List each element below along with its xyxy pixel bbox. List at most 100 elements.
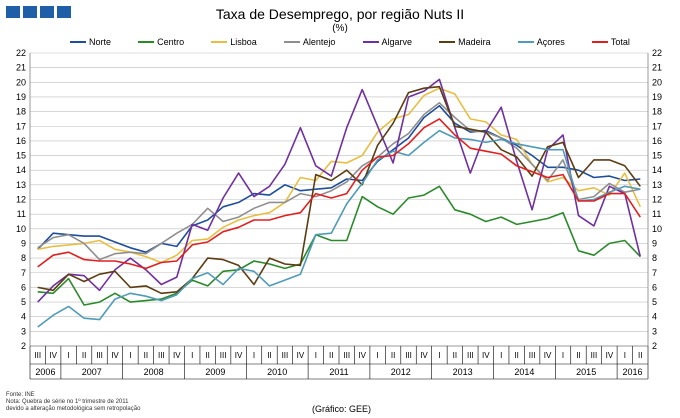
x-tick-label: II	[453, 351, 457, 360]
x-tick-label: II	[638, 351, 642, 360]
year-label: 2009	[205, 367, 225, 377]
legend-label: Alentejo	[302, 37, 336, 47]
year-label: 2013	[453, 367, 473, 377]
legend-item: Madeira	[439, 37, 491, 47]
y-tick-label-left: 20	[16, 77, 26, 87]
x-tick-label: IV	[49, 351, 57, 360]
y-tick-label-right: 20	[652, 77, 662, 87]
y-tick-label-right: 7	[652, 268, 657, 278]
chart-credit: (Gráfico: GEE)	[312, 404, 372, 414]
year-label: 2011	[329, 367, 348, 377]
year-label: 2012	[391, 367, 411, 377]
x-tick-label: I	[129, 351, 131, 360]
y-tick-label-left: 10	[16, 224, 26, 234]
legend-item: Norte	[70, 37, 111, 47]
x-tick-label: III	[405, 351, 412, 360]
x-tick-label: IV	[606, 351, 614, 360]
x-tick-label: I	[315, 351, 317, 360]
chart-subtitle: (%)	[332, 23, 348, 34]
year-label: 2016	[623, 367, 643, 377]
x-tick-label: I	[562, 351, 564, 360]
y-tick-label-left: 2	[21, 341, 26, 351]
x-tick-label: I	[68, 351, 70, 360]
x-tick-label: III	[96, 351, 103, 360]
legend-item: Centro	[138, 37, 184, 47]
series-break-note: Nota: Quebra de série no 1º trimestre de…	[6, 399, 129, 405]
y-tick-label-left: 18	[16, 107, 26, 117]
x-tick-label: I	[624, 351, 626, 360]
logo-block	[57, 6, 71, 18]
legend-item: Alentejo	[283, 37, 336, 47]
y-tick-label-left: 17	[16, 121, 26, 131]
y-tick-label-right: 8	[652, 253, 657, 263]
legend-label: Madeira	[458, 37, 491, 47]
x-tick-label: II	[514, 351, 518, 360]
chart-title: Taxa de Desemprego, por região Nuts II	[215, 6, 465, 22]
x-tick-label: IV	[358, 351, 366, 360]
legend-swatch	[517, 41, 534, 43]
x-tick-label: III	[158, 351, 165, 360]
x-tick-label: I	[191, 351, 193, 360]
y-tick-label-left: 13	[16, 180, 26, 190]
y-tick-label-right: 16	[652, 136, 662, 146]
y-tick-label-right: 22	[652, 48, 662, 58]
legend-item: Lisboa	[211, 37, 257, 47]
legend-label: Algarve	[381, 37, 413, 47]
legend-label: Centro	[157, 37, 185, 47]
x-tick-label: IV	[173, 351, 181, 360]
series-line-algarve	[37, 78, 642, 303]
y-tick-label-right: 3	[652, 326, 657, 336]
y-tick-label-left: 22	[16, 48, 26, 58]
x-tick-label: II	[329, 351, 333, 360]
y-tick-label-right: 19	[652, 92, 662, 102]
logo-block	[23, 6, 37, 18]
legend-item: Algarve	[362, 37, 413, 47]
legend-swatch	[211, 41, 228, 43]
x-tick-label: IV	[297, 351, 305, 360]
legend-swatch	[591, 41, 608, 43]
y-tick-label-right: 14	[652, 165, 662, 175]
y-tick-label-left: 5	[21, 297, 26, 307]
y-tick-label-left: 21	[16, 63, 26, 73]
series-line-alentejo	[37, 102, 641, 261]
year-label: 2008	[144, 367, 164, 377]
year-label: 2014	[514, 367, 534, 377]
y-tick-label-right: 13	[652, 180, 662, 190]
y-tick-label-right: 21	[652, 63, 662, 73]
y-tick-label-left: 16	[16, 136, 26, 146]
series-line-total	[37, 118, 641, 270]
y-tick-label-left: 15	[16, 151, 26, 161]
legend-swatch	[439, 41, 456, 43]
y-tick-label-right: 12	[652, 195, 662, 205]
x-tick-label: III	[282, 351, 289, 360]
year-label: 2010	[267, 367, 287, 377]
x-tick-label: IV	[544, 351, 552, 360]
legend-item: Total	[591, 37, 630, 47]
legend-label: Açores	[536, 37, 565, 47]
x-tick-label: II	[144, 351, 148, 360]
series-line-madeira	[37, 85, 641, 295]
y-tick-label-right: 4	[652, 312, 657, 322]
x-tick-label: I	[500, 351, 502, 360]
x-tick-label: III	[467, 351, 474, 360]
x-tick-label: II	[391, 351, 395, 360]
y-tick-label-right: 9	[652, 238, 657, 248]
x-tick-label: I	[438, 351, 440, 360]
legend-swatch	[70, 41, 86, 43]
y-tick-label-left: 8	[21, 253, 26, 263]
source-note: Fonte: INE	[6, 392, 35, 398]
year-label: 2015	[576, 367, 596, 377]
x-tick-label: II	[267, 351, 271, 360]
y-tick-label-right: 5	[652, 297, 657, 307]
series-line-centro	[37, 185, 641, 306]
y-tick-label-left: 3	[21, 326, 26, 336]
x-tick-label: III	[343, 351, 350, 360]
methodology-note: devido a alteração metodológica sem retr…	[6, 406, 141, 412]
y-tick-label-left: 19	[16, 92, 26, 102]
x-tick-label: III	[34, 351, 41, 360]
legend-label: Lisboa	[230, 37, 257, 47]
x-tick-label: IV	[111, 351, 119, 360]
legend-swatch	[283, 41, 300, 43]
x-tick-label: III	[591, 351, 598, 360]
